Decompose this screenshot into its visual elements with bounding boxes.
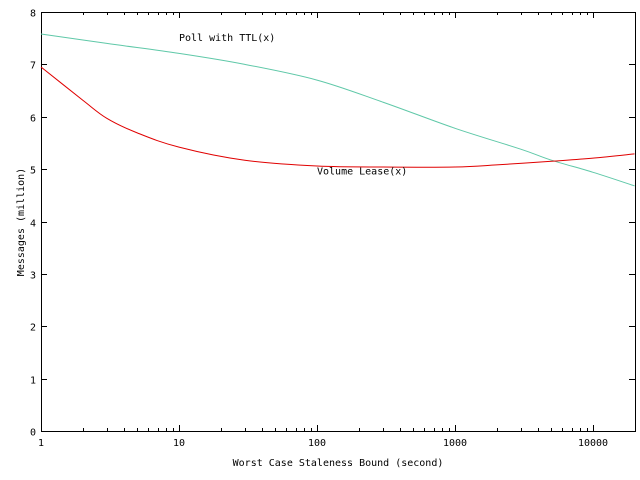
series-line-poll-with-ttl xyxy=(40,33,635,187)
plot-border xyxy=(41,12,636,432)
y-tick-label: 1 xyxy=(30,376,36,387)
y-tick-label: 4 xyxy=(30,219,36,230)
y-tick-label: 2 xyxy=(30,323,36,334)
y-tick-label: 3 xyxy=(30,271,36,282)
x-tick-label: 10 xyxy=(173,438,185,449)
series-label-poll-with-ttl: Poll with TTL(x) xyxy=(179,33,275,44)
y-tick-label: 5 xyxy=(30,166,36,177)
x-tick-label: 1 xyxy=(38,438,44,449)
y-tick-label: 8 xyxy=(30,9,36,20)
series-line-volume-lease xyxy=(40,66,635,168)
y-axis-label: Messages (million) xyxy=(16,168,27,276)
x-tick-label: 1000 xyxy=(443,438,467,449)
x-tick-label: 100 xyxy=(308,438,326,449)
x-tick-label: 10000 xyxy=(578,438,608,449)
y-tick-label: 6 xyxy=(30,114,36,125)
y-tick-label: 7 xyxy=(30,61,36,72)
y-axis-ticks: 0 1 2 3 4 5 6 7 8 xyxy=(30,9,635,439)
x-axis-ticks: 1 10 100 1000 10000 xyxy=(38,12,608,449)
plot-frame xyxy=(41,12,636,432)
y-tick-label: 0 xyxy=(30,428,36,439)
series-lines xyxy=(40,33,635,187)
x-axis-label: Worst Case Staleness Bound (second) xyxy=(233,458,444,469)
series-labels: Poll with TTL(x) Volume Lease(x) xyxy=(179,33,407,178)
series-label-volume-lease: Volume Lease(x) xyxy=(317,166,407,177)
